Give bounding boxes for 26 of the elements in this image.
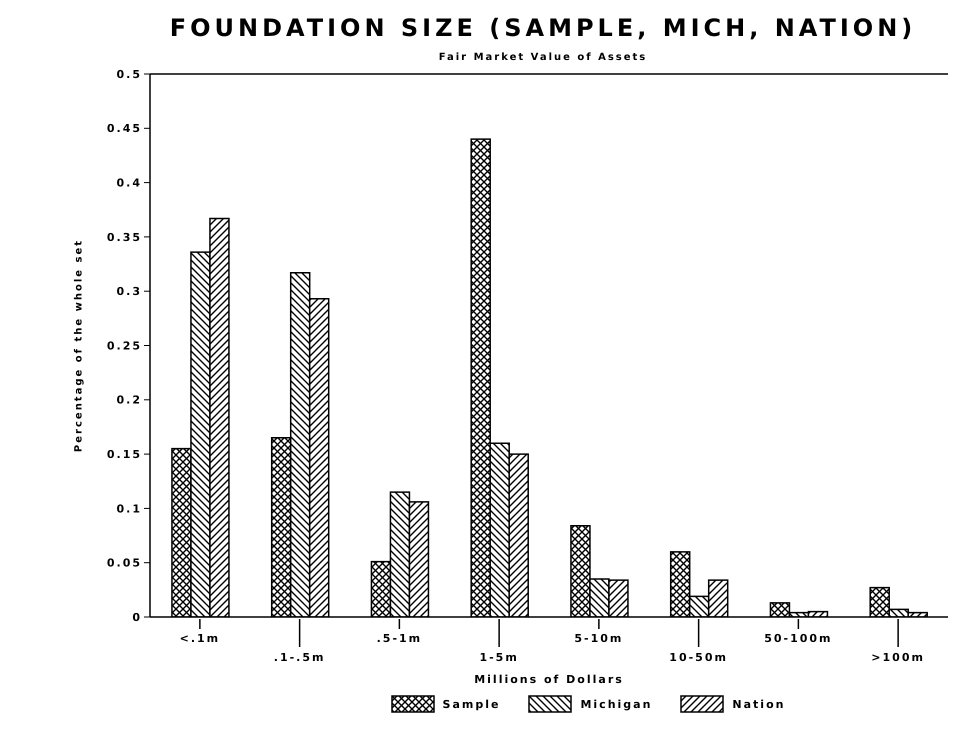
chart-title: FOUNDATION SIZE (SAMPLE, MICH, NATION) [168, 14, 918, 42]
x-tick-label: 1-5m [479, 651, 519, 664]
x-tick-label: <.1m [180, 632, 220, 645]
legend-label: Michigan [580, 698, 652, 710]
legend-label: Sample [442, 698, 500, 710]
y-tick-label: 0 [132, 610, 142, 624]
x-tick-label: >100m [871, 651, 925, 664]
y-tick-label: 0.45 [106, 122, 142, 136]
y-tick-label: 0.15 [106, 448, 142, 462]
chart-subtitle: Fair Market Value of Assets [438, 52, 648, 63]
y-tick-label: 0.3 [116, 285, 142, 298]
x-tick-label: .5-1m [376, 632, 422, 645]
y-tick-label: 0.25 [106, 339, 142, 352]
y-tick-label: 0.35 [106, 230, 142, 244]
y-tick-label: 0.4 [116, 176, 142, 190]
x-tick-label: 50-100m [764, 632, 833, 645]
legend-label: Nation [732, 698, 786, 710]
x-axis-title: Millions of Dollars [474, 673, 624, 686]
y-tick-label: 0.2 [116, 394, 142, 407]
x-tick-label: .1-.5m [274, 651, 326, 664]
y-tick-label: 0.5 [116, 68, 142, 81]
y-tick-label: 0.1 [116, 502, 142, 516]
x-tick-label: 10-50m [669, 651, 728, 664]
y-axis-title: Percentage of the whole set [74, 238, 85, 452]
y-tick-label: 0.05 [106, 556, 142, 570]
x-tick-label: 5-10m [574, 632, 624, 645]
